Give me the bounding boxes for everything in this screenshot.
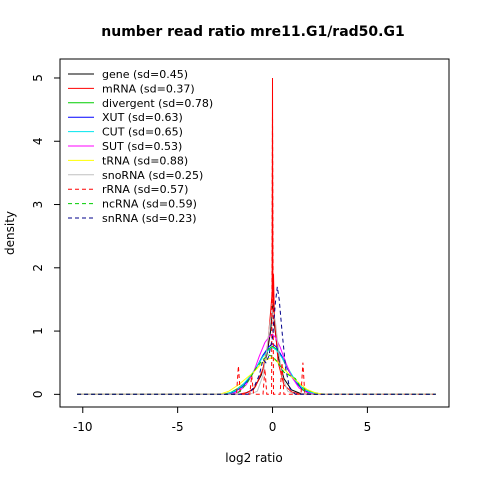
legend-label-1: mRNA (sd=0.37) bbox=[102, 82, 195, 95]
y-tick-label-3: 3 bbox=[31, 201, 45, 209]
legend: gene (sd=0.45)mRNA (sd=0.37) divergent (s… bbox=[68, 68, 213, 225]
x-axis-label: log2 ratio bbox=[225, 451, 282, 465]
legend-label-9: ncRNA (sd=0.59) bbox=[102, 198, 197, 211]
series-line-0 bbox=[77, 296, 436, 395]
legend-label-4: CUT (sd=0.65) bbox=[102, 126, 183, 139]
legend-label-7: snoRNA (sd=0.25) bbox=[102, 169, 203, 182]
x-axis: -10 -5 0 5 bbox=[73, 406, 372, 434]
x-tick-label-1: -5 bbox=[172, 420, 184, 434]
y-axis-label: density bbox=[3, 211, 17, 255]
series-line-7 bbox=[77, 308, 436, 395]
series-line-4 bbox=[77, 346, 436, 395]
series-line-6 bbox=[77, 357, 436, 395]
series-line-10 bbox=[77, 286, 436, 395]
chart-title: number read ratio mre11.G1/rad50.G1 bbox=[101, 24, 404, 40]
legend-label-0: gene (sd=0.45) bbox=[102, 68, 188, 81]
y-tick-label-5: 5 bbox=[31, 74, 45, 82]
x-tick-label-0: -10 bbox=[73, 420, 93, 434]
y-axis: 0 1 2 3 4 5 bbox=[31, 74, 61, 399]
series-layer bbox=[77, 77, 436, 395]
x-tick-label-2: 0 bbox=[269, 420, 277, 434]
y-tick-label-1: 1 bbox=[31, 327, 45, 335]
legend-label-8: rRNA (sd=0.57) bbox=[102, 183, 188, 196]
series-line-2 bbox=[77, 345, 436, 395]
legend-label-10: snRNA (sd=0.23) bbox=[102, 212, 197, 225]
legend-label-3: XUT (sd=0.63) bbox=[102, 111, 183, 124]
y-tick-label-4: 4 bbox=[31, 137, 45, 145]
y-tick-label-2: 2 bbox=[31, 264, 45, 272]
series-line-9 bbox=[77, 354, 436, 395]
y-tick-label-0: 0 bbox=[31, 391, 45, 399]
legend-label-5: SUT (sd=0.53) bbox=[102, 140, 182, 153]
legend-label-2: divergent (sd=0.78) bbox=[102, 97, 213, 110]
x-tick-label-3: 5 bbox=[364, 420, 372, 434]
legend-label-6: tRNA (sd=0.88) bbox=[102, 154, 188, 167]
